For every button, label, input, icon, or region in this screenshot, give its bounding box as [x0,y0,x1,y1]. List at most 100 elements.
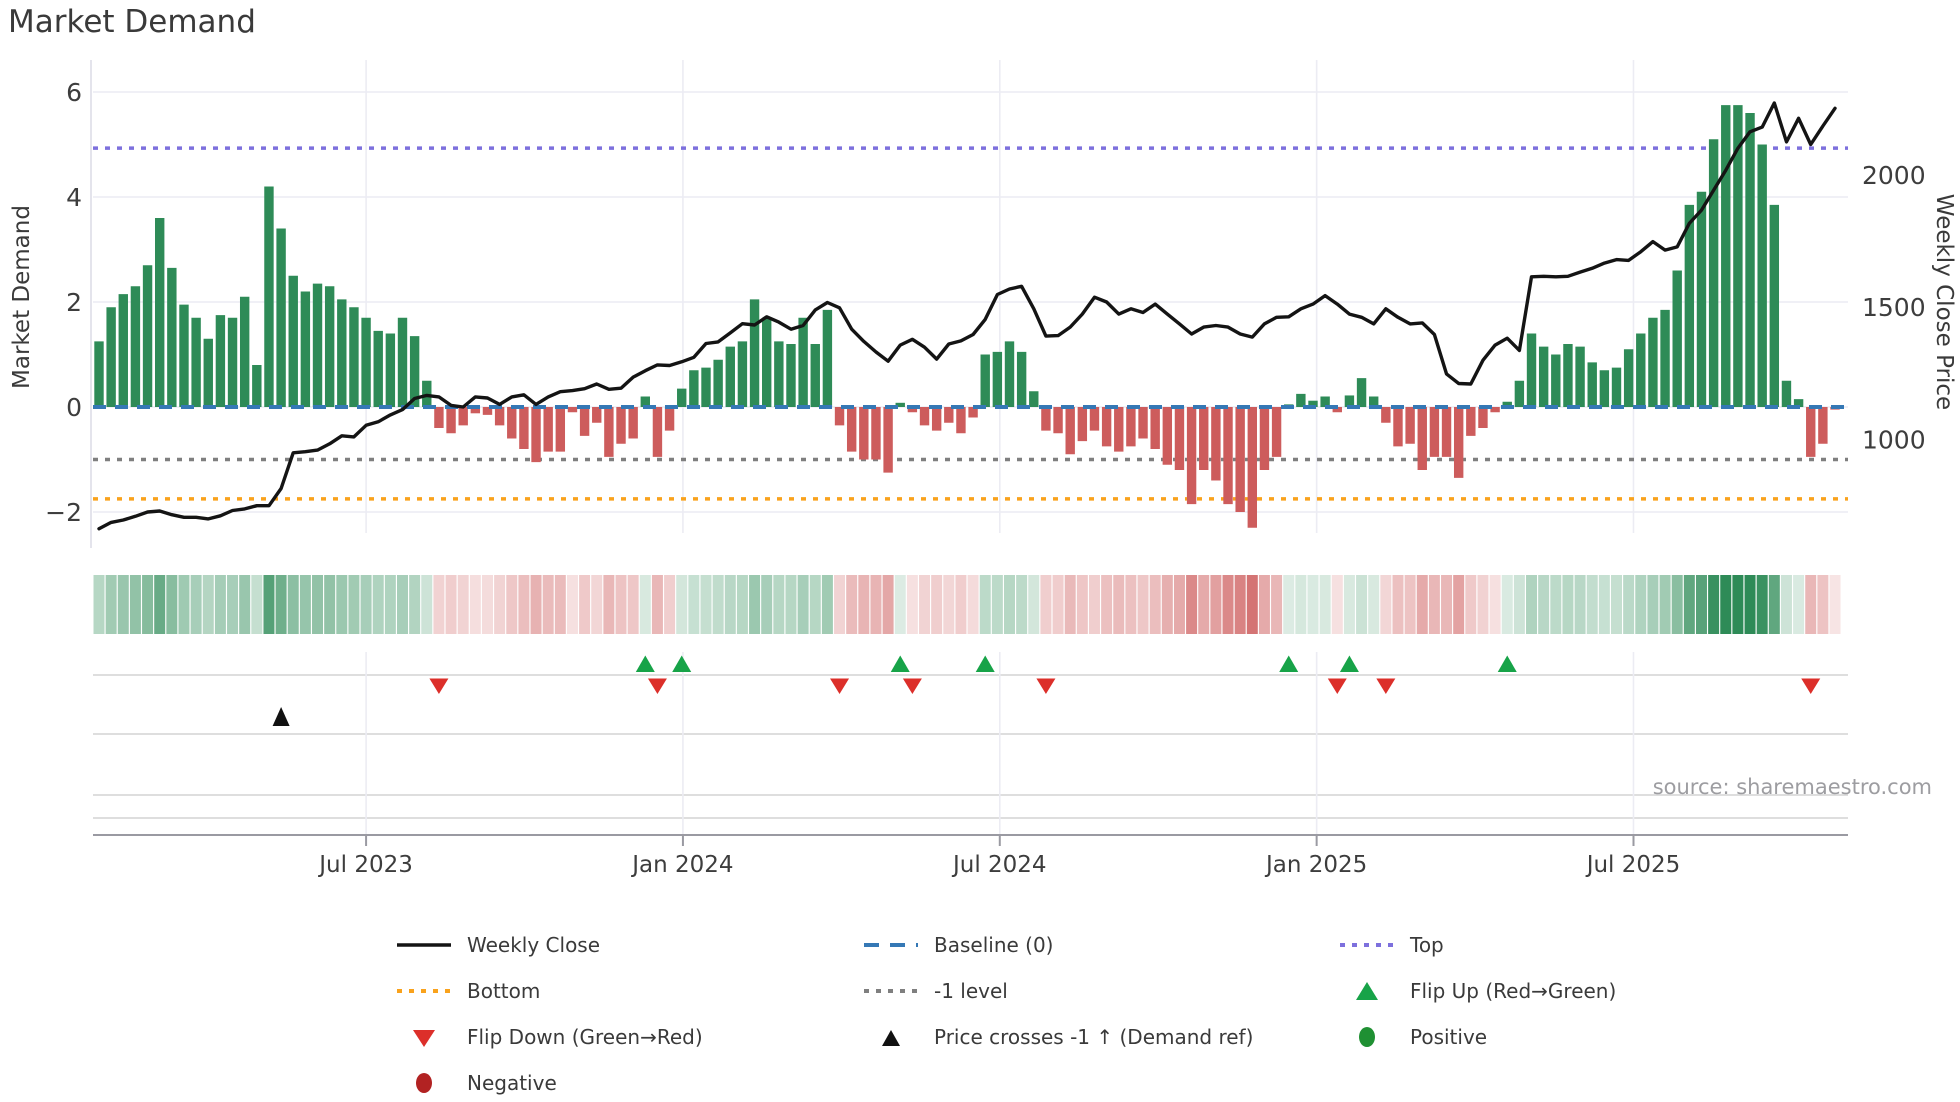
heatmap-cell [761,575,773,634]
heatmap-cell [360,575,372,634]
right-axis-tick-label: 1500 [1862,293,1926,322]
demand-bar-positive [677,388,687,407]
flip-down-marker [1801,678,1821,694]
left-axis-tick-label: 4 [66,183,82,212]
demand-bar-negative [907,407,918,413]
heatmap-cell [1562,575,1574,634]
heatmap-cell [1343,575,1355,634]
demand-bar-positive [349,307,359,407]
demand-bar-negative [604,407,614,457]
heatmap-cell [700,575,712,634]
demand-bar-negative [968,407,978,418]
demand-bar-negative [1429,407,1440,457]
heatmap-cell [433,575,445,634]
demand-bar-negative [1478,407,1488,428]
heatmap-cell [955,575,967,634]
heatmap-cell [1574,575,1586,634]
demand-bar-positive [1016,351,1027,407]
demand-bar-positive [1563,344,1573,407]
demand-bar-positive [1587,362,1597,407]
heatmap-cell [1052,575,1064,634]
demand-bar-positive [94,341,104,407]
demand-bar-negative [859,407,869,460]
demand-bar-positive [373,330,383,407]
heatmap-cell [1611,575,1622,634]
demand-bar-positive [252,365,262,407]
x-axis-tick-label: Jul 2024 [951,852,1047,878]
demand-bar-positive [191,317,201,407]
heatmap-cell [518,575,530,634]
demand-bar-positive [810,344,820,407]
heatmap-cell [615,575,627,634]
heatmap-cell [1671,575,1683,634]
demand-bar-positive [1004,341,1015,407]
heatmap-cell [1659,575,1671,634]
heatmap-cell [1708,575,1720,634]
heatmap-cell [1380,575,1392,634]
demand-bar-positive [701,367,711,407]
demand-bar-negative [1393,407,1403,447]
flip-up-marker [890,655,910,672]
demand-bar-positive [822,309,833,407]
flip-down-marker [1327,678,1347,694]
heatmap-cell [166,575,178,634]
legend-item-price-cross: Price crosses -1 ↑ (Demand ref) [862,1022,1253,1052]
heatmap-cell [821,575,833,634]
demand-bar-positive [737,341,748,407]
flip-up-marker [1339,655,1359,672]
demand-bar-negative [1466,407,1476,436]
demand-bar-negative [1053,407,1063,434]
legend-item-minus1-level: -1 level [862,976,1008,1006]
demand-bar-positive [361,317,371,407]
demand-bar-negative [944,407,954,423]
demand-bar-negative [482,407,493,415]
positive-circle-icon [1359,1027,1375,1047]
heatmap-cell [1793,575,1805,634]
demand-bar-negative [579,407,590,436]
legend-label: Weekly Close [467,933,601,957]
demand-bar-positive [385,333,396,407]
heatmap-cell [579,575,591,634]
heatmap-cell [1416,575,1428,634]
demand-bar-negative [1114,407,1124,452]
demand-bar-positive [1029,391,1039,407]
demand-bar-negative [628,407,638,439]
heatmap-cell [1101,575,1113,634]
flip-down-marker [647,678,667,694]
heatmap-cell [906,575,918,634]
bottom-dots-icon [397,989,451,993]
demand-bar-positive [1538,346,1549,407]
heatmap-cell [639,575,651,634]
heatmap-cell [554,575,566,634]
demand-bar-positive [409,336,420,407]
demand-bar-negative [1381,407,1391,423]
heatmap-cell [870,575,882,634]
demand-bar-positive [689,370,699,407]
demand-bar-negative [652,407,663,457]
heatmap-cell [263,575,275,634]
legend-item-positive: Positive [1338,1022,1487,1052]
heatmap-cell [1307,575,1319,634]
flip-up-marker [975,655,995,672]
demand-bar-negative [446,407,456,434]
heatmap-cell [324,575,336,634]
demand-bar-negative [1199,407,1209,470]
demand-bar-positive [1308,400,1318,407]
heatmap-cell [1501,575,1513,634]
demand-bar-negative [846,407,857,452]
heatmap-cell [603,575,615,634]
heatmap-cell [1283,575,1295,634]
demand-bar-negative [616,407,626,444]
heatmap-cell [1720,575,1732,634]
flip-up-marker [1497,655,1517,672]
heatmap-cell [1635,575,1647,634]
heatmap-cell [1076,575,1088,634]
demand-bar-positive [895,402,905,407]
heatmap-cell [591,575,603,634]
heatmap-cell [1246,575,1258,634]
demand-bar-positive [749,299,760,407]
heatmap-cell [1538,575,1550,634]
demand-bar-positive [1672,270,1682,407]
demand-bar-positive [1745,113,1755,407]
